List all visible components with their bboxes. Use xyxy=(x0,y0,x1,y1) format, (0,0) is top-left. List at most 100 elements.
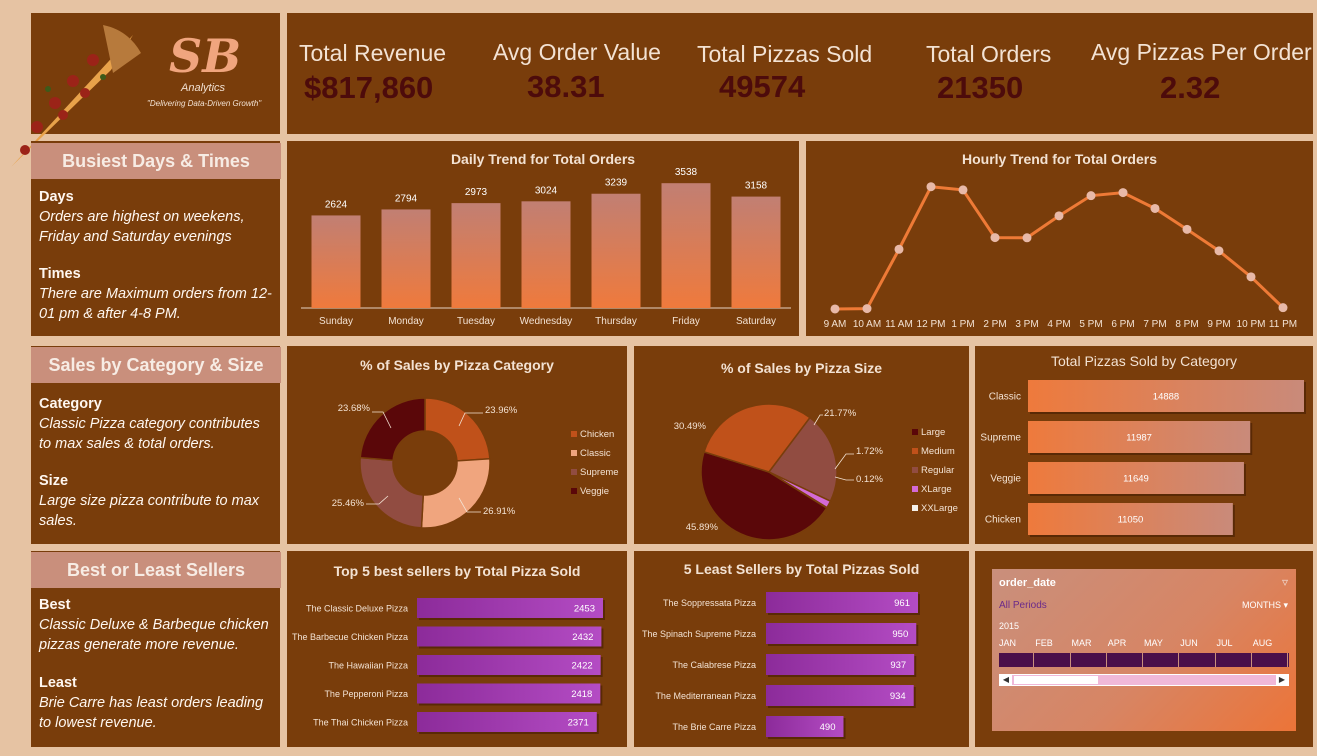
slicer-month-cell[interactable] xyxy=(1144,653,1180,667)
daily-bar xyxy=(521,201,571,308)
top5-bar xyxy=(417,655,601,675)
scroll-right-icon[interactable]: ▶ xyxy=(1276,675,1288,685)
top5-value-label: 2418 xyxy=(571,689,592,700)
kpi-panel: Total Revenue $817,860 Avg Order Value 3… xyxy=(287,13,1313,134)
size-pie-legend-swatch xyxy=(912,467,918,473)
hourly-point xyxy=(1278,303,1288,313)
clear-filter-icon[interactable]: ▿ xyxy=(1281,575,1288,589)
slicer-month-cell[interactable] xyxy=(1253,653,1288,667)
slicer-month-label[interactable]: FEB xyxy=(1035,638,1053,648)
category-sold-value-label: 14888 xyxy=(1153,392,1179,403)
slicer-month-label[interactable]: JUL xyxy=(1216,638,1233,648)
category-pie-data-label: 25.46% xyxy=(332,498,365,509)
kpi-value-pizzas-sold: 49574 xyxy=(719,69,806,104)
hourly-tick-label: 7 PM xyxy=(1143,319,1166,330)
category-pie-legend-swatch xyxy=(571,469,577,475)
size-pie-leader-line xyxy=(813,414,823,426)
least5-bar xyxy=(766,623,917,644)
sellers-heading: Best or Least Sellers xyxy=(31,552,281,588)
least5-bar xyxy=(766,685,914,706)
top5-bar xyxy=(417,683,601,704)
daily-bar-label: 2794 xyxy=(395,193,418,204)
daily-bar xyxy=(591,193,641,308)
size-pie-data-label: 0.12% xyxy=(856,474,883,485)
hourly-tick-label: 8 PM xyxy=(1175,319,1198,330)
top5-category-label: The Barbecue Chicken Pizza xyxy=(292,632,408,642)
category-sold-category-label: Classic xyxy=(989,392,1021,403)
size-pie-chart: % of Sales by Pizza Size 45.89% 30.49% 21.… xyxy=(634,346,969,544)
top5-category-label: The Thai Chicken Pizza xyxy=(313,718,408,728)
category-sold-chart: Total Pizzas Sold by Category Classic 148… xyxy=(975,346,1313,544)
scroll-left-icon[interactable]: ◀ xyxy=(1000,675,1012,685)
hourly-point xyxy=(830,304,840,314)
daily-tick-label: Monday xyxy=(388,316,424,327)
timeline-slicer[interactable]: order_date ▿ All Periods MONTHS ▾ 2015 J… xyxy=(992,569,1296,731)
category-pie-data-label: 23.68% xyxy=(338,403,371,414)
least5-category-label: The Calabrese Pizza xyxy=(672,660,756,670)
hourly-tick-label: 10 AM xyxy=(853,319,881,330)
size-pie-slice xyxy=(768,471,828,510)
category-sold-bar xyxy=(1028,503,1233,535)
top5-bar xyxy=(417,598,603,618)
time-level-selector[interactable]: MONTHS ▾ xyxy=(1242,600,1288,611)
slicer-month-label[interactable]: AUG xyxy=(1252,638,1273,648)
daily-trend-svg: 2624 Sunday 2794 Monday 2973 Tuesday 3024 Wedne… xyxy=(301,167,791,327)
hourly-tick-label: 9 AM xyxy=(824,319,847,330)
scroll-thumb[interactable] xyxy=(1014,676,1098,684)
size-pie-data-label: 45.89% xyxy=(686,522,719,533)
slicer-month-bar[interactable] xyxy=(999,653,1289,667)
daily-bar xyxy=(731,196,781,308)
hourly-trend-svg: 9 AM 10 AM 11 AM 12 PM 1 PM 2 PM 3 PM 4 PM 5 PM 6… xyxy=(824,182,1297,330)
size-pie-legend-swatch xyxy=(912,486,918,492)
hourly-point xyxy=(990,233,1000,243)
daily-tick-label: Thursday xyxy=(595,316,637,327)
best-text: Best Classic Deluxe & Barbeque chicken p… xyxy=(39,595,274,655)
slicer-month-label[interactable]: JUN xyxy=(1180,638,1198,648)
timeline-scrollbar[interactable]: ◀ ▶ xyxy=(999,674,1289,686)
slicer-month-cell[interactable] xyxy=(1035,653,1071,667)
least5-svg: The Soppressata Pizza 961 The Spinach Supr… xyxy=(642,592,920,739)
category-pie-data-label: 23.96% xyxy=(485,405,518,416)
daily-trend-title: Daily Trend for Total Orders xyxy=(450,151,636,167)
slicer-month-label[interactable]: APR xyxy=(1107,638,1127,648)
size-pie-slice xyxy=(700,450,828,541)
hourly-point xyxy=(1150,203,1160,213)
category-pie-data-label: 26.91% xyxy=(483,506,516,517)
daily-bar-label: 3538 xyxy=(675,167,698,178)
times-note: There are Maximum orders from 12-01 pm &… xyxy=(39,286,272,322)
category-insights-panel: Sales by Category & Size Category Classi… xyxy=(31,346,281,544)
category-pie-legend-swatch xyxy=(571,431,577,437)
slicer-month-cell[interactable] xyxy=(999,653,1035,667)
category-sold-value-label: 11050 xyxy=(1118,515,1144,526)
best-sub-heading: Best xyxy=(39,597,71,613)
top5-bar xyxy=(417,626,602,647)
slicer-month-label[interactable]: JAN xyxy=(999,638,1017,648)
category-sold-svg: Classic 14888 Supreme 11987 Veggie 11649 Chick… xyxy=(980,380,1306,537)
category-sold-category-label: Chicken xyxy=(985,515,1021,526)
best-note: Classic Deluxe & Barbeque chicken pizzas… xyxy=(39,617,269,653)
slicer-month-cell[interactable] xyxy=(1072,653,1107,667)
busiest-insights-panel: Busiest Days & Times Days Orders are hig… xyxy=(31,141,281,336)
least-text: Least Brie Carre has least orders leadin… xyxy=(39,673,274,733)
hourly-trend-title: Hourly Trend for Total Orders xyxy=(962,151,1157,167)
category-sold-category-label: Supreme xyxy=(980,433,1021,444)
category-pie-chart: % of Sales by Pizza Category 23.96% 26.91… xyxy=(287,346,627,544)
daily-bar xyxy=(311,215,361,308)
hourly-tick-label: 2 PM xyxy=(983,319,1006,330)
busiest-heading: Busiest Days & Times xyxy=(31,143,281,179)
slicer-month-cell[interactable] xyxy=(1217,653,1252,667)
slicer-month-cell[interactable] xyxy=(1108,653,1143,667)
kpi-label-pizzas-sold: Total Pizzas Sold xyxy=(697,41,873,67)
size-sub-heading: Size xyxy=(39,473,69,489)
size-pie-data-label: 21.77% xyxy=(824,408,857,419)
category-pie-legend-swatch xyxy=(571,488,577,494)
slicer-month-label[interactable]: MAY xyxy=(1144,638,1163,648)
hourly-tick-label: 9 PM xyxy=(1207,319,1230,330)
least5-category-label: The Soppressata Pizza xyxy=(663,598,756,608)
busiest-times-text: Times There are Maximum orders from 12-0… xyxy=(39,264,274,324)
least-sub-heading: Least xyxy=(39,675,77,691)
days-heading: Days xyxy=(39,189,74,205)
time-level-label: MONTHS xyxy=(1241,600,1281,610)
slicer-month-label[interactable]: MAR xyxy=(1071,638,1092,648)
slicer-month-cell[interactable] xyxy=(1180,653,1216,667)
